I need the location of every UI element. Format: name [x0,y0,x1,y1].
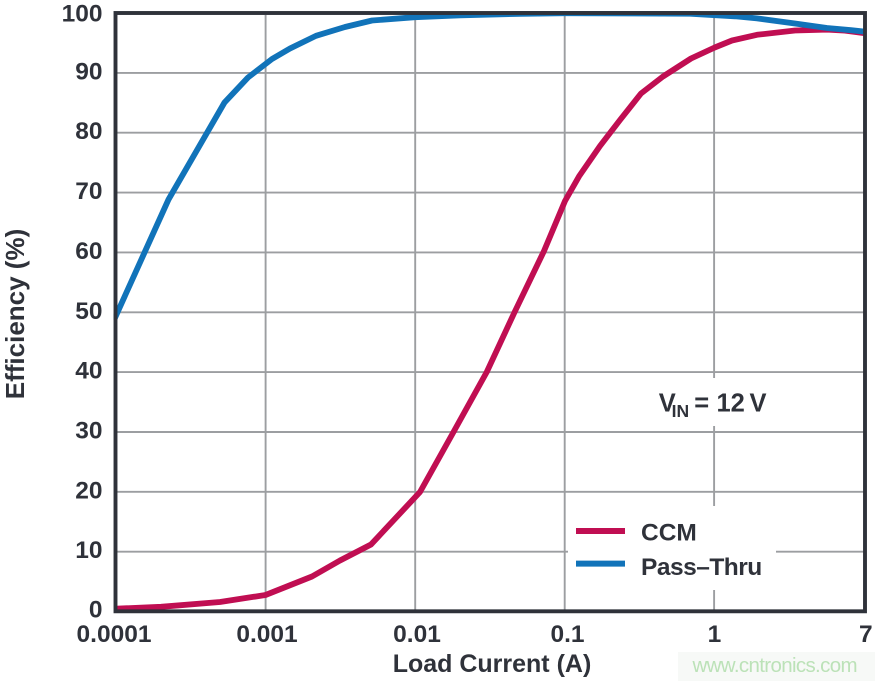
svg-text:0.01: 0.01 [393,621,441,648]
svg-text:100: 100 [62,1,103,28]
svg-text:20: 20 [75,477,102,504]
svg-text:40: 40 [75,358,102,385]
svg-text:CCM: CCM [641,519,697,546]
svg-text:90: 90 [75,58,102,85]
svg-text:50: 50 [75,298,102,325]
svg-text:60: 60 [75,238,102,265]
svg-text:0: 0 [89,597,103,624]
svg-text:Load Current (A): Load Current (A) [393,650,592,678]
svg-text:Efficiency (%): Efficiency (%) [0,229,30,400]
svg-text:1: 1 [708,621,722,648]
svg-text:30: 30 [75,418,102,445]
svg-text:7: 7 [859,621,873,648]
svg-text:80: 80 [75,118,102,145]
svg-text:Pass–Thru: Pass–Thru [641,554,762,581]
svg-text:0.0001: 0.0001 [77,621,152,648]
svg-text:www.cntronics.com: www.cntronics.com [692,654,857,677]
svg-text:10: 10 [75,537,102,564]
svg-text:0.1: 0.1 [550,621,584,648]
svg-text:0.001: 0.001 [236,621,297,648]
svg-text:70: 70 [75,178,102,205]
